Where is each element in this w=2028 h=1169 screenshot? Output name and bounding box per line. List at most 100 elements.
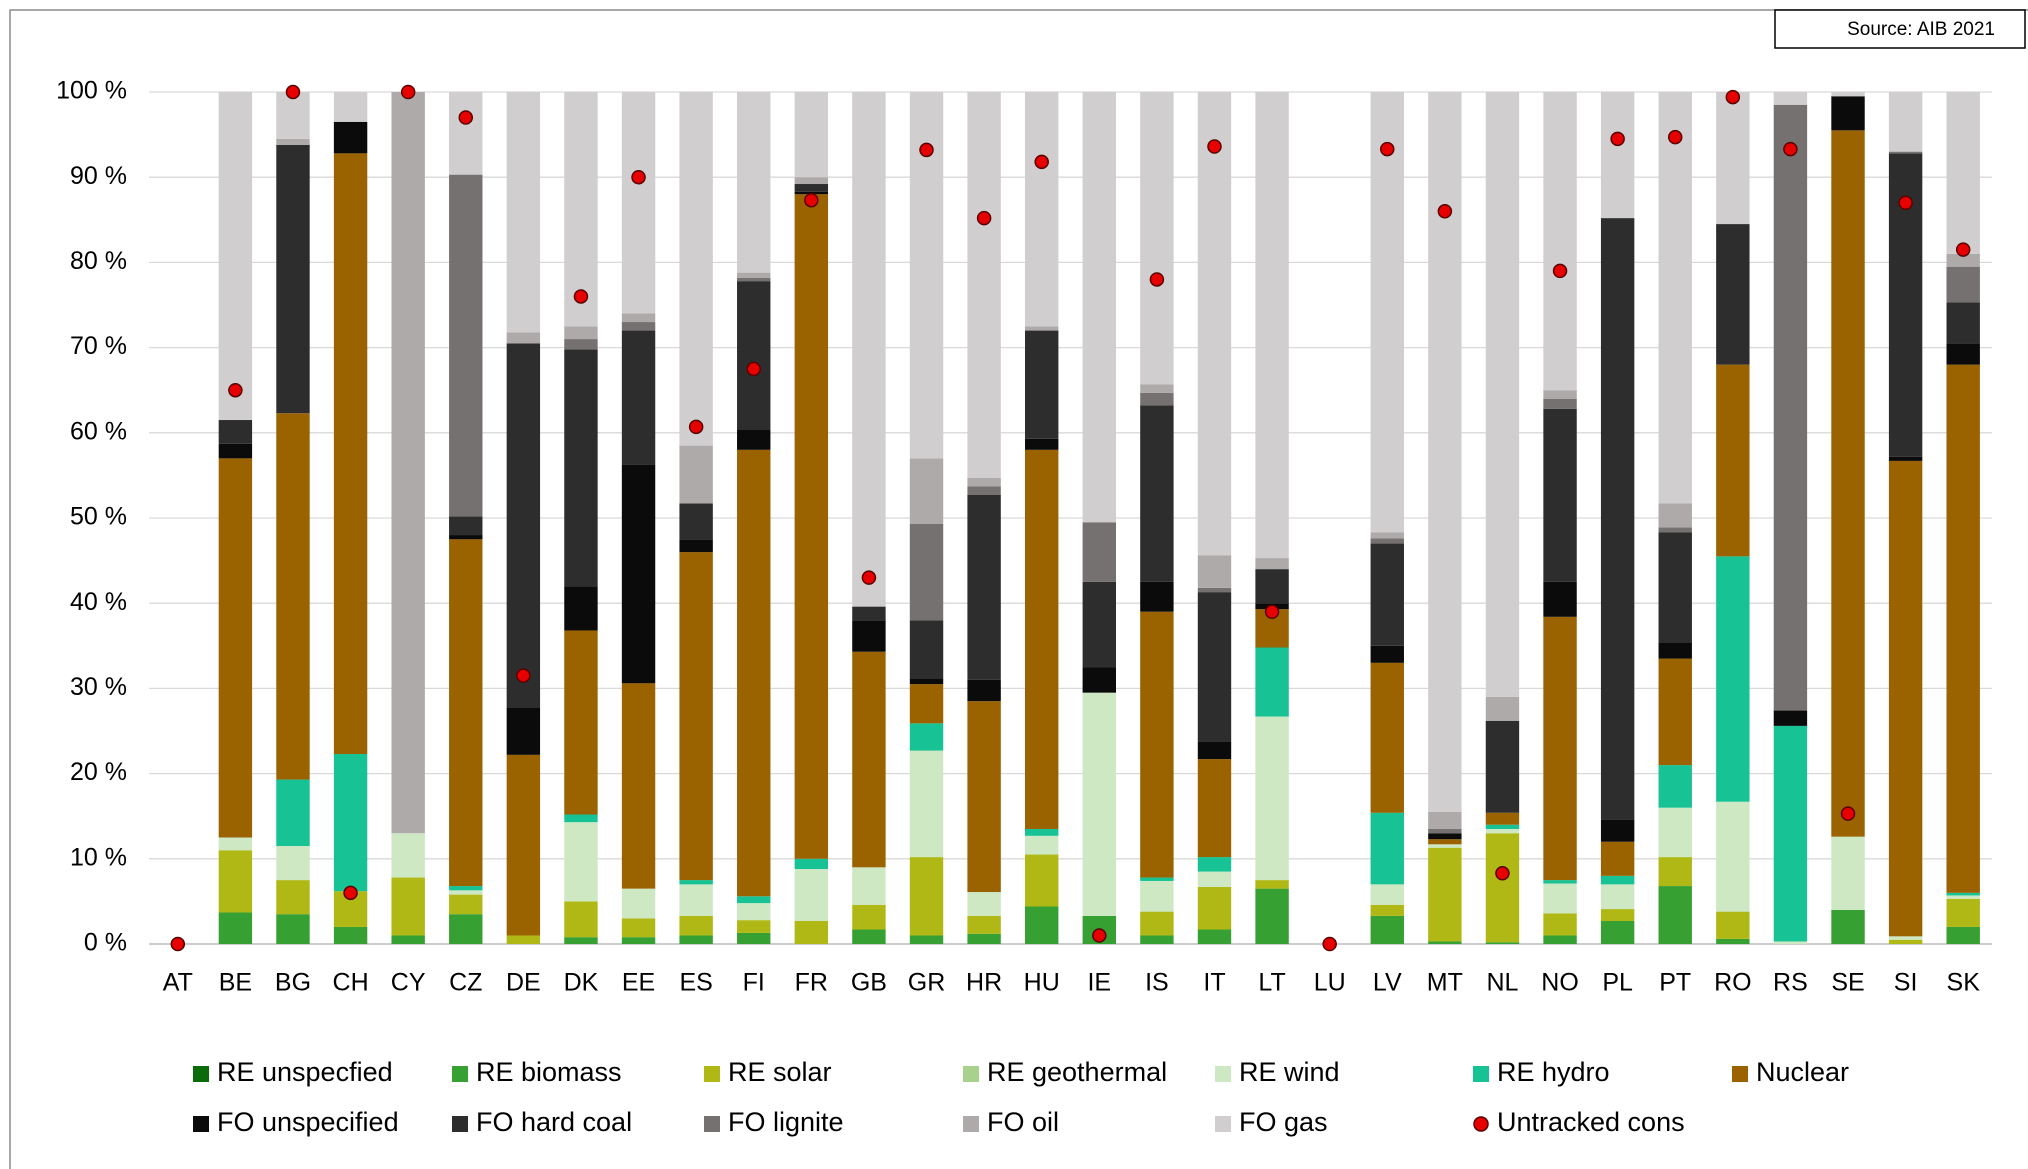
y-tick-label: 40 %: [70, 588, 127, 616]
bar-segment: [1773, 725, 1808, 942]
bar-segment: [1773, 92, 1808, 105]
marker: [631, 169, 646, 185]
x-tick-label: LU: [1314, 969, 1346, 997]
bar-segment: [1658, 886, 1692, 944]
bar-segment: [1888, 151, 1923, 154]
marker: [1207, 139, 1222, 154]
x-tick-label: IT: [1203, 969, 1225, 997]
x-tick-label: RO: [1714, 969, 1752, 997]
bar-segment: [737, 449, 771, 897]
bar-segment: [794, 869, 829, 921]
x-tick-label: EE: [622, 969, 655, 997]
marker: [1149, 272, 1165, 287]
x-tick-label: PL: [1602, 969, 1633, 997]
bar-segment: [1543, 913, 1577, 936]
y-tick-label: 80 %: [70, 247, 127, 275]
bar-segment: [1255, 92, 1289, 559]
x-tick-label: MT: [1427, 969, 1463, 997]
bar-segment: [1716, 801, 1750, 912]
bar-segment: [909, 857, 944, 936]
bar-segment: [218, 912, 253, 944]
y-tick-label: 20 %: [70, 758, 127, 786]
bar-segment: [276, 413, 310, 780]
x-tick-label: FI: [743, 969, 765, 997]
legend-swatch: [1215, 1066, 1231, 1082]
bar-segment: [1716, 224, 1750, 365]
marker: [1092, 928, 1107, 943]
bar-segment: [1140, 392, 1174, 406]
bar-segment: [1946, 253, 1980, 267]
bar-segment: [967, 477, 1001, 487]
legend-swatch: [1732, 1066, 1748, 1082]
bar-segment: [391, 935, 425, 944]
bar-segment: [1658, 532, 1692, 643]
bar-segment: [1140, 911, 1174, 936]
bar-segment: [449, 92, 483, 175]
bar-segment: [967, 486, 1001, 495]
bar-segment: [1197, 871, 1232, 887]
bar-segment: [1831, 96, 1865, 131]
bar-segment: [276, 779, 310, 847]
marker: [1380, 141, 1395, 157]
bar-segment: [967, 915, 1001, 934]
bar-segment: [794, 184, 829, 192]
bar-segment: [1197, 857, 1232, 872]
bar-segment: [852, 867, 886, 905]
bar-segment: [909, 523, 944, 621]
bar-segment: [852, 606, 886, 621]
y-tick-label: 70 %: [70, 332, 127, 360]
bar-segment: [967, 494, 1001, 680]
bar-segment: [967, 679, 1001, 702]
bar-segment: [1082, 667, 1116, 693]
bar-segment: [1485, 812, 1520, 825]
marker: [1437, 204, 1453, 219]
bar-segment: [276, 914, 310, 944]
bar-segment: [967, 933, 1001, 944]
y-tick-label: 50 %: [70, 503, 127, 531]
bar-segment: [909, 458, 944, 524]
legend-label: FO unspecified: [217, 1107, 399, 1137]
bar-segment: [1831, 92, 1865, 97]
bar-segment: [967, 701, 1001, 893]
bar-segment: [1025, 438, 1059, 450]
bar-segment: [449, 516, 483, 536]
bar-segment: [1428, 839, 1462, 845]
legend-swatch: [1473, 1066, 1489, 1082]
legend-swatch: [963, 1066, 979, 1082]
bar-segment: [564, 822, 598, 902]
bar-segment: [506, 754, 541, 936]
marker: [1955, 242, 1971, 257]
marker: [861, 570, 877, 585]
bar-segment: [449, 886, 483, 891]
bar-segment: [1370, 538, 1404, 544]
bar-segment: [1600, 92, 1635, 219]
bar-segment: [1370, 904, 1404, 916]
x-tick-label: BE: [219, 969, 252, 997]
legend-marker: [1473, 1116, 1489, 1132]
bar-segment: [621, 888, 656, 919]
bar-segment: [909, 723, 944, 751]
bar-segment: [218, 850, 253, 913]
x-tick-label: LT: [1258, 969, 1285, 997]
marker: [688, 419, 704, 435]
bar-segment: [1255, 569, 1289, 604]
bar-segment: [852, 929, 886, 944]
bar-segment: [794, 920, 829, 944]
bar-segment: [276, 138, 310, 145]
x-tick-label: HR: [966, 969, 1002, 997]
bar-segment: [1888, 456, 1923, 461]
bar-segment: [564, 937, 598, 944]
bar-segment: [1946, 895, 1980, 899]
bar-segment: [1773, 104, 1808, 711]
bar-segment: [1543, 390, 1577, 399]
legend-swatch: [193, 1116, 209, 1132]
bar-segment: [679, 935, 713, 944]
x-tick-label: AT: [163, 969, 193, 997]
bar-segment: [1485, 942, 1520, 944]
legend-label: FO lignite: [728, 1107, 844, 1137]
x-tick-label: PT: [1659, 969, 1691, 997]
x-tick-label: CZ: [449, 969, 482, 997]
bar-segment: [794, 177, 829, 185]
bar-segment: [737, 92, 771, 273]
